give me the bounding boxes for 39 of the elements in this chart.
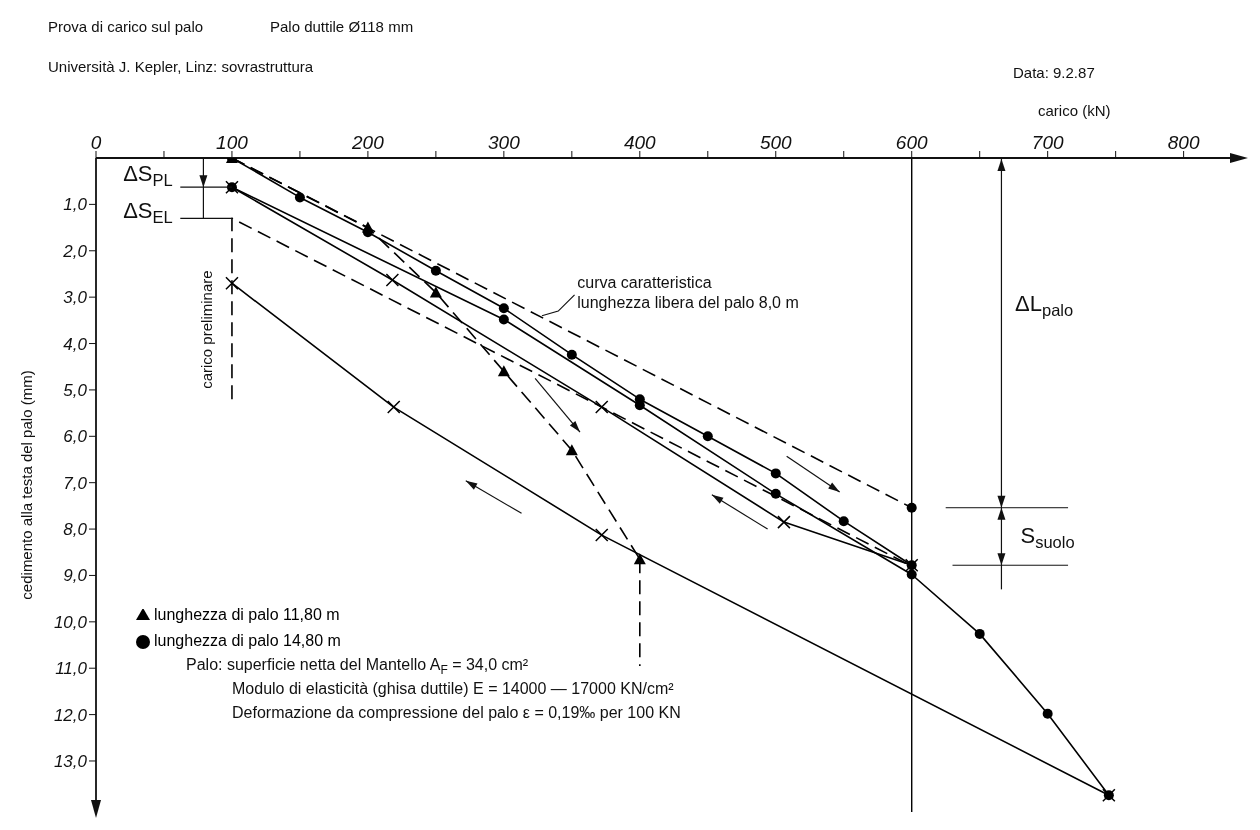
y-tick-label: 5,0 xyxy=(63,380,88,400)
x-tick-label: 500 xyxy=(759,132,793,153)
y-tick-label: 1,0 xyxy=(63,195,88,215)
x-tick-label: 300 xyxy=(488,132,521,153)
y-tick-label: 8,0 xyxy=(63,520,88,540)
x-tick-label: 800 xyxy=(1167,132,1200,153)
x-tick-label: 200 xyxy=(351,132,385,153)
y-axis-title: cedimento alla testa del palo (mm) xyxy=(18,370,35,600)
y-tick-label: 10,0 xyxy=(53,612,88,632)
legend-label: lunghezza di palo 14,80 m xyxy=(154,632,341,649)
annotation: Modulo di elasticità (ghisa duttile) E = 14000 — 17000 KN/cm² xyxy=(232,680,675,697)
x-tick-label: 700 xyxy=(1031,132,1064,153)
x-tick-label: 600 xyxy=(895,132,928,153)
chart-title: Prova di carico sul palo xyxy=(48,18,204,35)
annotation: Deformazione da compressione del palo ε = 0,19‰ per 100 KN xyxy=(232,704,681,721)
y-tick-label: 12,0 xyxy=(53,705,88,725)
y-tick-label: 4,0 xyxy=(63,334,88,354)
annotation: S$_{suolo}$ xyxy=(1020,522,1075,552)
y-tick-label: 11,0 xyxy=(55,659,88,679)
annotation: Palo: superficie netta del Mantello A$_{F}$ = 34,0 cm² xyxy=(186,656,529,677)
annotation: ΔS$_{PL}$ xyxy=(123,161,173,190)
x-tick-label: 0 xyxy=(90,132,102,153)
text: Data: 9.2.87 xyxy=(1013,64,1095,81)
y-tick-label: 7,0 xyxy=(63,473,88,493)
y-tick-label: 9,0 xyxy=(63,566,88,586)
y-tick-label: 6,0 xyxy=(63,427,88,447)
y-tick-label: 2,0 xyxy=(62,241,88,261)
y-tick-label: 13,0 xyxy=(53,752,88,772)
y-tick-label: 3,0 xyxy=(63,288,88,308)
x-tick-label: 400 xyxy=(623,132,657,153)
annotation: carico preliminare xyxy=(198,270,216,389)
x-tick-label: 100 xyxy=(216,132,249,153)
x-axis-title: carico (kN) xyxy=(1038,102,1111,119)
text: Palo duttile Ø118 mm xyxy=(270,18,414,35)
annotation: ΔL$_{palo}$ xyxy=(1015,291,1074,320)
legend-label: lunghezza di palo 11,80 m xyxy=(154,606,340,623)
chart-subtitle: Università J. Kepler, Linz: sovrastruttura xyxy=(48,58,314,75)
annotation: curva caratteristica lunghezza libera del palo 8,0 m xyxy=(577,273,799,311)
annotation: ΔS$_{EL}$ xyxy=(123,198,173,227)
